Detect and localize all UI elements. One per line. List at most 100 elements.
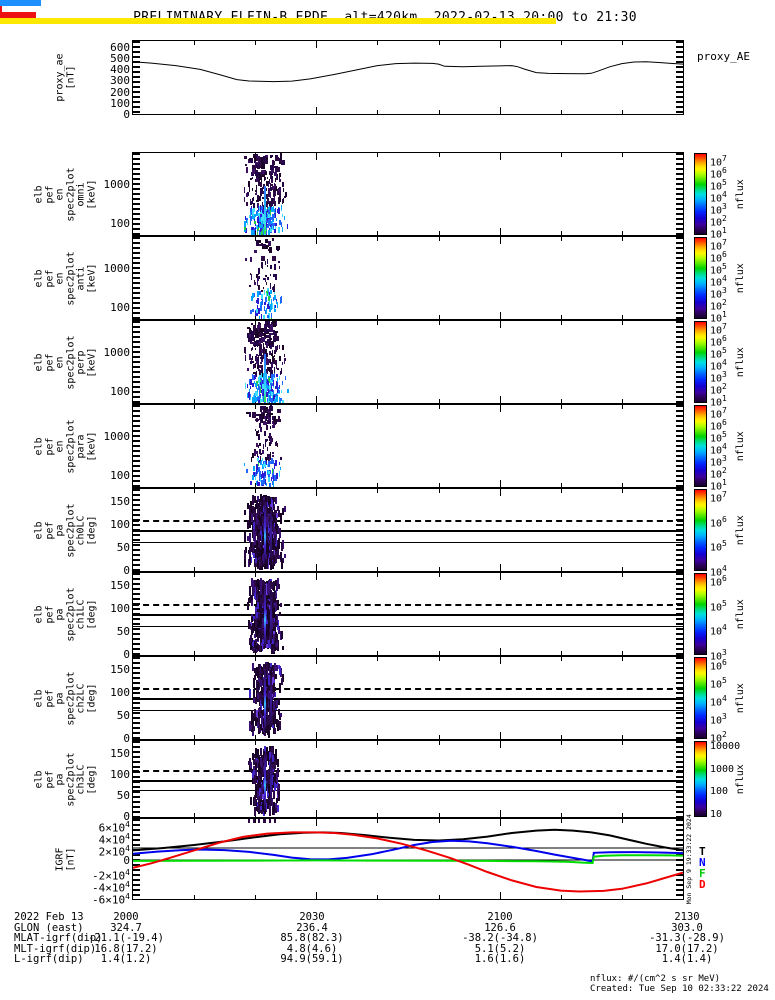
- data-point: [259, 427, 262, 433]
- data-point: [259, 700, 262, 711]
- y-axis-minor-ticks-right: [676, 573, 683, 655]
- colorbar-tick-label: 10000: [710, 741, 741, 752]
- data-point: [260, 333, 265, 336]
- x-tick: [621, 741, 623, 745]
- x-tick: [194, 573, 196, 577]
- y-axis-minor-ticks-left: [133, 237, 140, 319]
- data-point: [266, 379, 269, 385]
- data-point: [260, 373, 263, 378]
- data-point: [253, 366, 255, 370]
- x-tick: [316, 405, 318, 412]
- data-point: [267, 218, 270, 225]
- x-tick: [499, 810, 501, 817]
- data-point: [253, 279, 255, 284]
- data-point: [279, 712, 282, 717]
- data-point: [272, 273, 275, 277]
- data-point: [257, 461, 259, 467]
- data-point: [256, 357, 258, 364]
- data-point: [269, 283, 271, 290]
- colorbar-tick-label: 105: [710, 598, 727, 613]
- data-point: [274, 165, 278, 168]
- data-point: [253, 216, 256, 220]
- data-point: [272, 523, 274, 532]
- loss-cone-line: [133, 625, 683, 627]
- data-point: [255, 784, 258, 791]
- burst-data-ch3LC: [133, 741, 683, 817]
- spec-panel-perp: [132, 320, 684, 404]
- data-point: [273, 776, 276, 785]
- line-series: [133, 61, 683, 83]
- x-tick: [194, 405, 196, 409]
- data-point: [248, 158, 251, 162]
- colorbar-tick-label: 105: [710, 346, 727, 361]
- x-tick: [499, 405, 501, 412]
- data-point: [277, 509, 280, 517]
- data-point: [258, 290, 261, 295]
- data-point: [251, 453, 254, 459]
- data-point: [283, 353, 285, 357]
- data-point: [265, 697, 268, 707]
- data-point: [260, 769, 263, 776]
- data-point: [261, 471, 263, 475]
- data-point: [273, 309, 276, 313]
- data-point: [254, 795, 257, 805]
- data-point: [258, 364, 261, 368]
- pa-ytick-label: 150: [110, 579, 130, 592]
- data-point: [269, 388, 271, 393]
- data-point: [249, 796, 252, 805]
- data-point: [264, 332, 269, 335]
- data-point: [275, 186, 278, 192]
- data-point: [283, 216, 285, 221]
- colorbar-tick-label: 103: [710, 202, 727, 217]
- data-point: [276, 301, 278, 308]
- data-point: [251, 361, 254, 364]
- data-point: [256, 388, 258, 393]
- igrf-ylabel-text: IGRF [nT]: [54, 846, 77, 872]
- data-point: [271, 803, 274, 808]
- x-tick: [499, 480, 501, 487]
- footer-value: 16.8(17.2): [94, 942, 158, 955]
- data-point: [249, 309, 252, 314]
- data-point: [262, 530, 265, 538]
- data-point: [273, 753, 276, 758]
- data-point: [266, 282, 268, 286]
- data-point: [266, 408, 269, 412]
- data-point: [254, 775, 257, 784]
- data-point: [255, 397, 258, 403]
- data-point: [262, 158, 266, 165]
- data-point: [268, 628, 271, 638]
- data-point: [257, 523, 260, 528]
- data-point: [250, 227, 253, 233]
- data-point: [266, 799, 269, 807]
- data-point: [257, 195, 260, 200]
- data-point: [274, 177, 276, 182]
- data-point: [259, 362, 262, 365]
- data-point: [261, 641, 264, 646]
- data-point: [269, 337, 272, 340]
- data-point: [252, 165, 257, 171]
- x-tick: [377, 741, 379, 745]
- data-point: [261, 355, 264, 358]
- data-point: [271, 256, 276, 262]
- data-point: [260, 356, 263, 359]
- x-tick: [316, 648, 318, 655]
- data-point: [256, 203, 259, 209]
- data-point: [254, 606, 257, 611]
- data-point: [254, 806, 257, 816]
- x-tick: [499, 41, 501, 48]
- data-point: [260, 501, 263, 512]
- x-tick: [560, 231, 562, 235]
- ninety-degree-line: [133, 530, 683, 533]
- data-point: [257, 222, 259, 228]
- data-point: [251, 646, 254, 651]
- data-point: [261, 473, 264, 479]
- colorbar-title: nflux: [732, 152, 750, 236]
- data-point: [275, 212, 277, 218]
- data-point: [276, 759, 279, 764]
- data-point: [262, 208, 264, 213]
- proxy-ae-panel: [132, 40, 684, 115]
- pa-ytick-label: 100: [110, 518, 130, 531]
- nflux-units-note: nflux: #/(cm^2 s sr MeV): [590, 974, 721, 984]
- data-point: [258, 481, 261, 486]
- data-point: [278, 461, 280, 465]
